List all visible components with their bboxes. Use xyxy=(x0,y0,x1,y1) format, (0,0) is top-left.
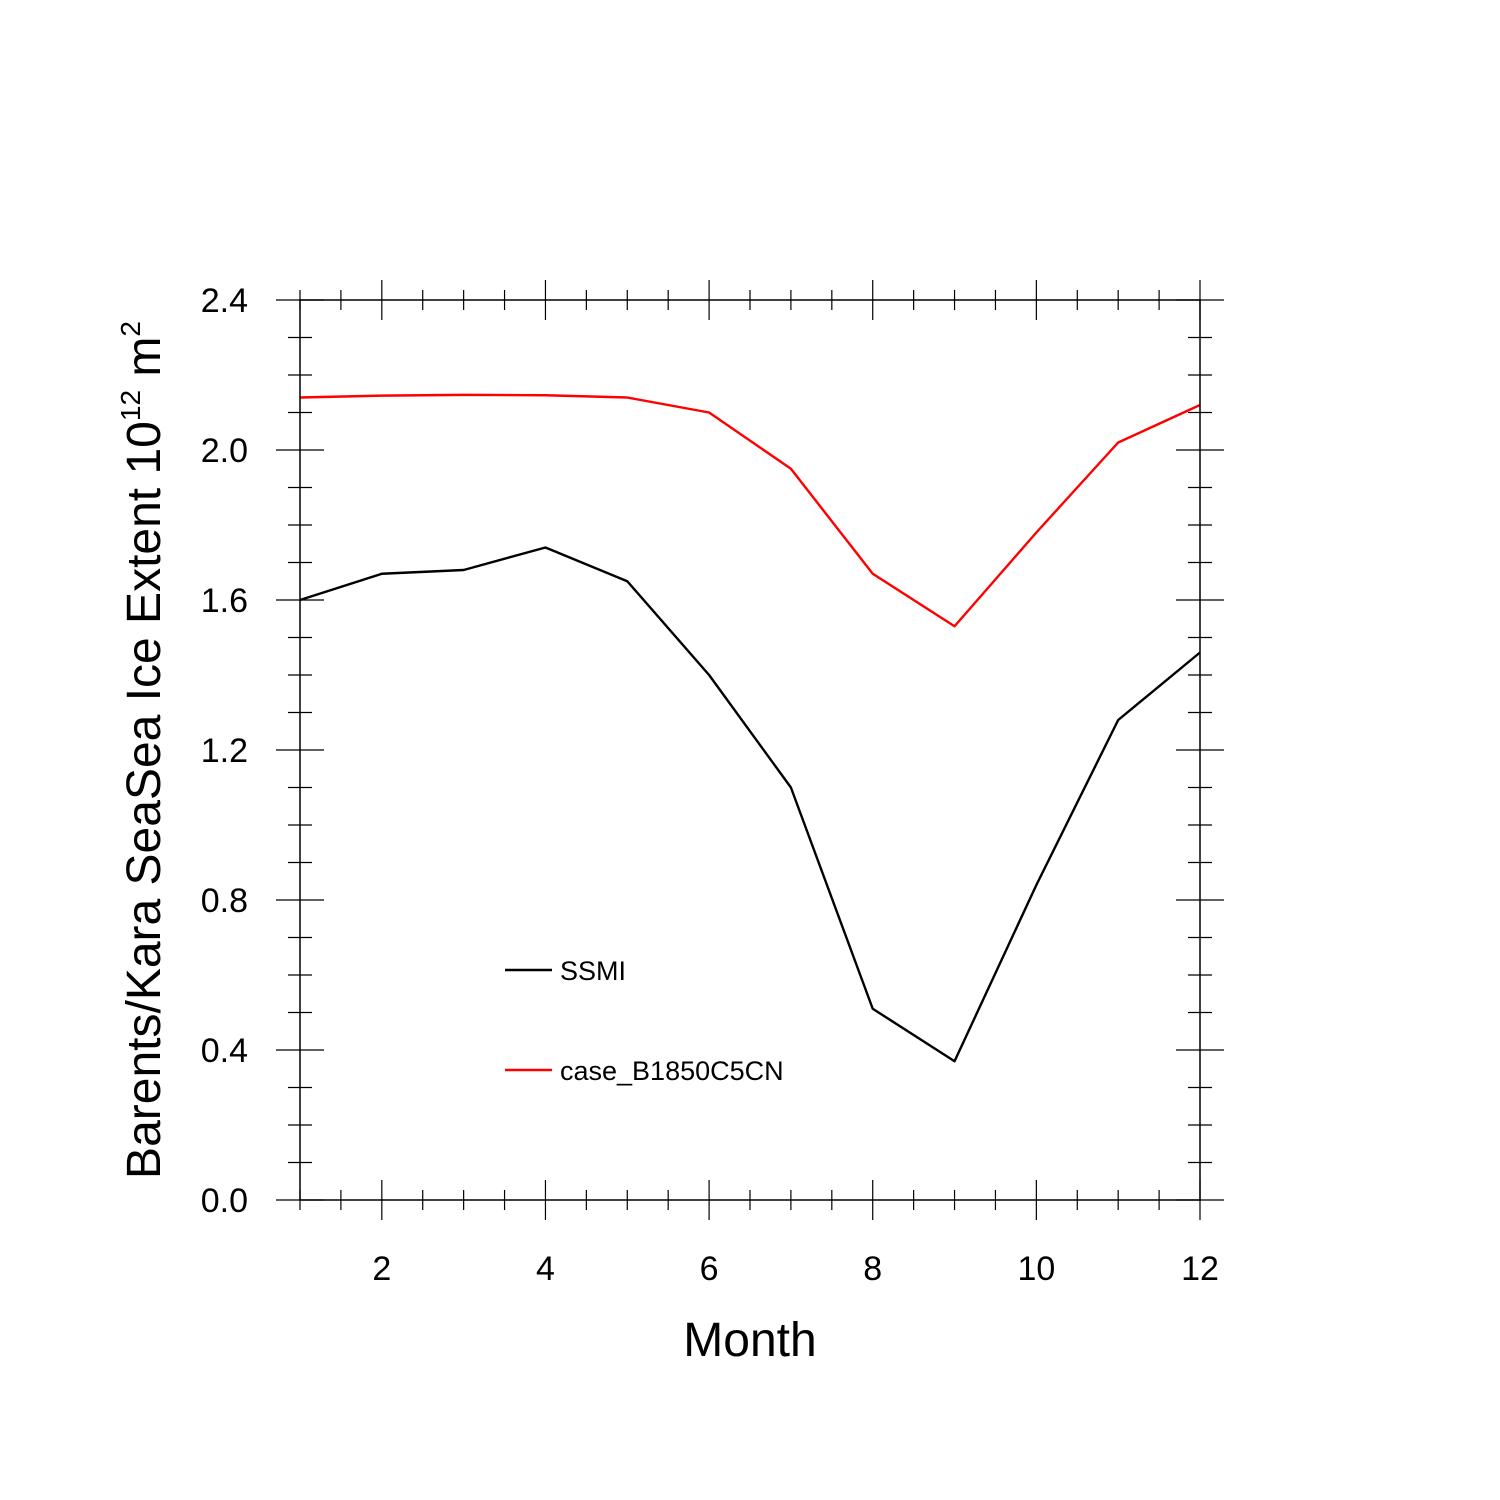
y-axis-title-main: Barents/Kara SeaSea Ice Extent 10 xyxy=(118,421,171,1179)
x-tick-label: 4 xyxy=(536,1250,555,1288)
x-tick-label: 2 xyxy=(372,1250,391,1288)
series-line-ssmi xyxy=(299,546,1201,1063)
y-tick-label: 0.0 xyxy=(201,1182,248,1220)
y-tick-label: 0.4 xyxy=(201,1032,248,1070)
y-tick-label: 1.6 xyxy=(201,582,248,620)
x-axis-title: Month xyxy=(683,1314,816,1367)
plot-frame xyxy=(299,299,1201,1201)
y-axis-title-unit-exponent: 2 xyxy=(115,321,146,337)
y-tick-label: 2.0 xyxy=(201,432,248,470)
legend: SSMI case_B1850C5CN xyxy=(505,956,784,1086)
y-tick-label: 2.4 xyxy=(201,282,248,320)
x-tick-label: 8 xyxy=(863,1250,882,1288)
x-tick-label: 6 xyxy=(700,1250,719,1288)
y-axis-title: Barents/Kara SeaSea Ice Extent 1012 m2 xyxy=(115,321,171,1179)
tick-labels: 2 4 6 8 10 12 0.0 0.4 0.8 1.2 1.6 2.0 2.4 xyxy=(201,282,1219,1288)
x-tick-label: 12 xyxy=(1181,1250,1219,1288)
y-tick-label: 1.2 xyxy=(201,732,248,770)
y-tick-label: 0.8 xyxy=(201,882,248,920)
legend-label-case-b1850c5cn: case_B1850C5CN xyxy=(560,1056,784,1086)
y-axis-title-unit: m xyxy=(118,337,171,390)
legend-label-ssmi: SSMI xyxy=(560,956,626,986)
y-axis-title-exponent: 12 xyxy=(115,390,146,421)
series-line-case-b1850c5cn xyxy=(299,393,1201,628)
series-lines xyxy=(299,393,1201,1063)
x-tick-label: 10 xyxy=(1017,1250,1055,1288)
